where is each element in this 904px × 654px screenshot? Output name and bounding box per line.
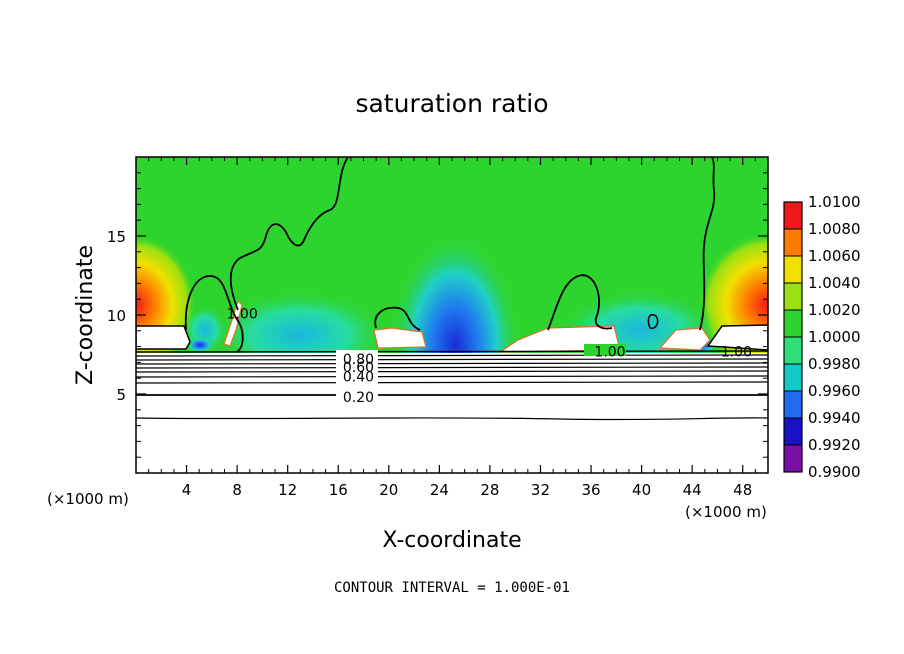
x-tick-label: 16	[329, 481, 348, 499]
x-tick-label: 20	[379, 481, 398, 499]
colorbar-label: 1.0020	[808, 301, 861, 319]
contour-label: 0.40	[343, 370, 374, 386]
y-tick-label: 10	[107, 307, 126, 325]
x-tick-label: 28	[480, 481, 499, 499]
contour-line-e	[136, 366, 768, 369]
contour-line-c	[136, 358, 768, 361]
contour-1.00-mid	[374, 306, 421, 331]
colorbar-label: 0.9960	[808, 382, 861, 400]
colorbar-swatch	[784, 418, 802, 445]
colorbar-swatch	[784, 202, 802, 229]
contour-1.00-tall	[229, 157, 349, 311]
x-unit-left: (×1000 m)	[47, 490, 129, 508]
clabel-bg	[336, 350, 378, 386]
colorbar-swatch	[784, 445, 802, 472]
colorbar-swatch	[784, 256, 802, 283]
contour-line-f	[136, 370, 768, 373]
contour-1.00-left	[184, 275, 244, 353]
colorbar-label: 1.0000	[808, 328, 861, 346]
x-tick-label: 4	[182, 481, 192, 499]
chart-title: saturation ratio	[355, 89, 548, 118]
colorbar-label: 0.9980	[808, 355, 861, 373]
x-tick-label: 24	[430, 481, 449, 499]
contour-1.00-far-right	[699, 157, 716, 331]
colorbar-swatch	[784, 283, 802, 310]
cloud-mid	[373, 327, 427, 349]
x-tick-label: 44	[683, 481, 702, 499]
colorbar-swatch	[784, 364, 802, 391]
x-tick-label: 40	[632, 481, 651, 499]
colorbar-label: 1.0040	[808, 274, 861, 292]
contour-label: 1.00	[227, 306, 258, 322]
clabel-bg-right	[584, 344, 626, 356]
colorbar-label: 1.0080	[808, 220, 861, 238]
contour-label: 0.80	[343, 352, 374, 368]
x-unit-right: (×1000 m)	[685, 503, 767, 521]
contour-line-d	[136, 362, 768, 365]
colorbar-label: 1.0060	[808, 247, 861, 265]
plot-area	[136, 157, 768, 473]
colorbar: 0.9900 0.9920 0.9940 0.9960 0.9980 1.0000 1.00…	[783, 193, 861, 481]
colorbar-swatch	[784, 229, 802, 256]
contour-line-g	[136, 375, 768, 378]
contour-label: 0.60	[343, 360, 374, 376]
x-tick-label: 8	[232, 481, 242, 499]
field-blue-small-left	[186, 337, 214, 353]
cloud-left	[136, 325, 191, 350]
y-axis-label: Z-coordinate	[73, 245, 98, 385]
contour-labels: 1.00 1.00 1.00 0.800.600.40 0.20	[227, 306, 752, 406]
cloud-left-2	[223, 299, 243, 347]
contour-1.00-right	[547, 274, 613, 331]
cloud-far-right	[658, 327, 711, 351]
field-lower-region	[136, 353, 768, 473]
contour-1.00-small	[647, 314, 659, 330]
contour-line-h	[136, 381, 768, 384]
colorbar-label: 0.9900	[808, 463, 861, 481]
colorbar-swatch	[784, 337, 802, 364]
contour-line-lower	[136, 417, 768, 421]
colorbar-swatch	[784, 310, 802, 337]
x-axis-ticks: 4 8 12 16 20 24 28 32 36 40 44 48	[148, 157, 756, 499]
contour-interval-note: CONTOUR INTERVAL = 1.000E-01	[334, 580, 570, 596]
contour-label: 1.00	[594, 344, 625, 360]
clabel-bg-020	[336, 388, 378, 402]
contour-line-a	[136, 350, 768, 353]
contour-label: 0.20	[343, 390, 374, 406]
colorbar-swatch	[784, 391, 802, 418]
cloud-right-edge	[706, 324, 768, 351]
colorbar-label: 0.9940	[808, 409, 861, 427]
x-tick-label: 32	[531, 481, 550, 499]
contour-label: 1.00	[721, 344, 752, 360]
x-axis-label: X-coordinate	[382, 528, 521, 553]
x-tick-label: 36	[581, 481, 600, 499]
x-tick-label: 48	[733, 481, 752, 499]
contour-line-0.20	[136, 393, 768, 397]
x-tick-label: 12	[278, 481, 297, 499]
contour-line-b	[136, 354, 768, 357]
y-axis-ticks: 5 10 15	[107, 172, 768, 458]
colorbar-label: 1.0100	[808, 193, 861, 211]
y-tick-label: 15	[107, 228, 126, 246]
y-tick-label: 5	[116, 386, 126, 404]
colorbar-label: 0.9920	[808, 436, 861, 454]
